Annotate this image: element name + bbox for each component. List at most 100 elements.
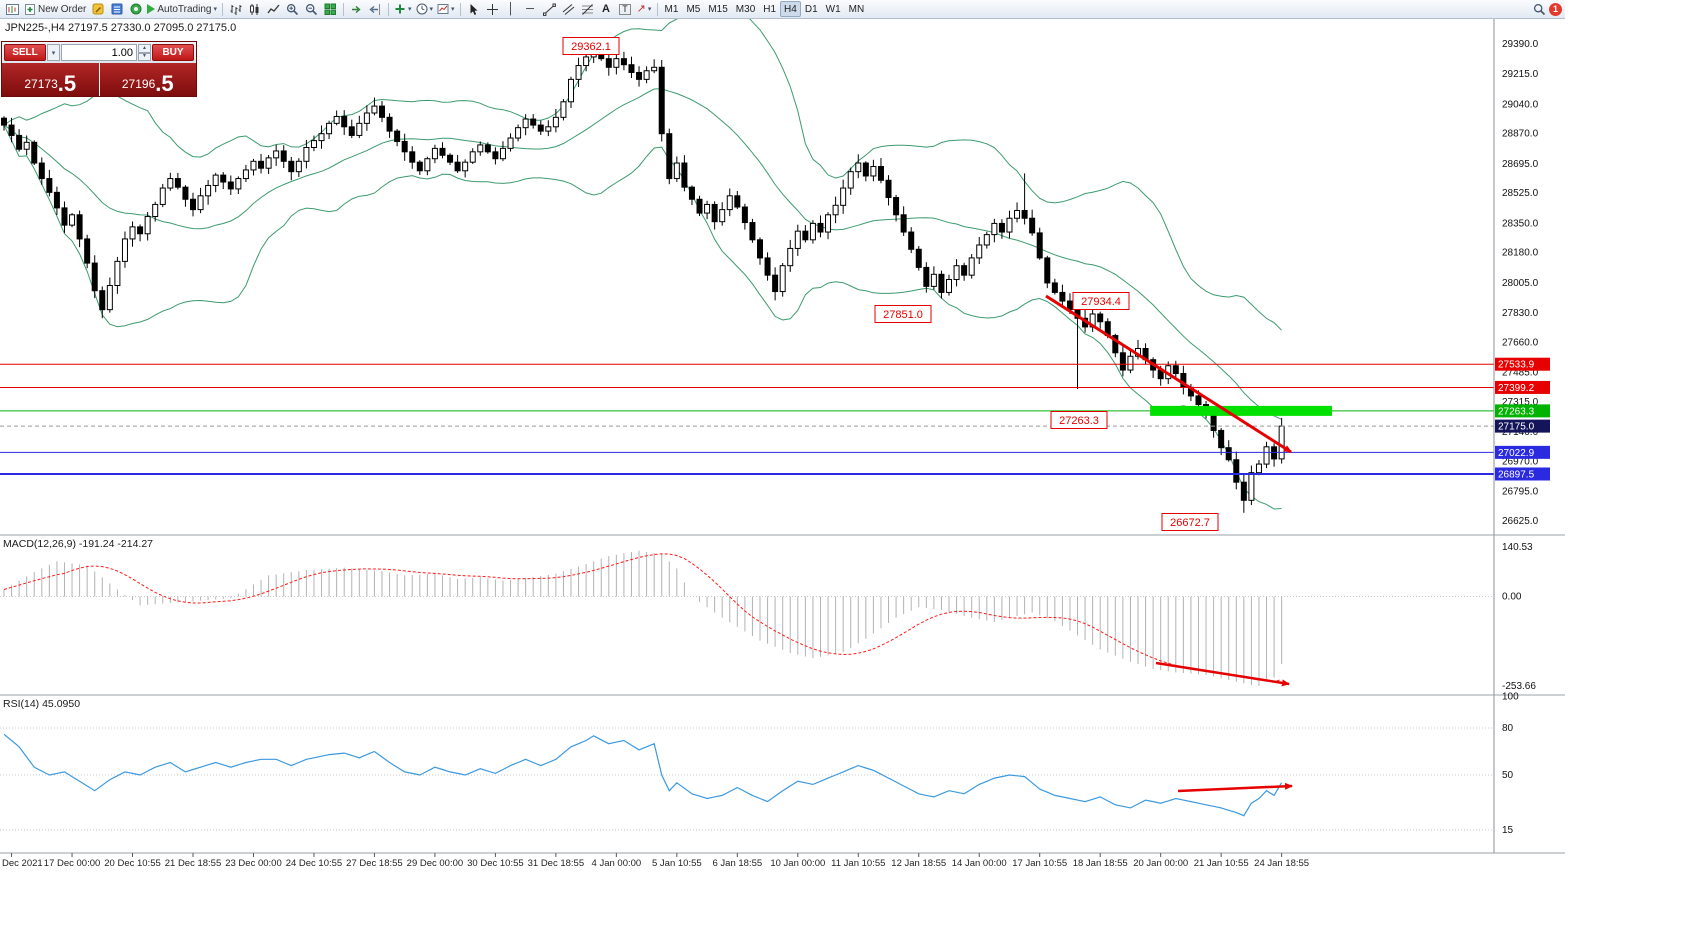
fibonacci-tool-icon[interactable] xyxy=(578,2,597,17)
timeframe-button-h1[interactable]: H1 xyxy=(763,3,777,15)
new-chart-icon[interactable] xyxy=(3,2,22,17)
timeframe-button-d1[interactable]: D1 xyxy=(804,3,818,15)
price-tag xyxy=(1495,357,1550,371)
svg-text:31 Dec 18:55: 31 Dec 18:55 xyxy=(528,858,585,869)
chart-area[interactable]: 29390.0 29215.0 29040.0 28870.0 28695.0 28525… xyxy=(0,0,1565,940)
svg-text:140.53: 140.53 xyxy=(1502,542,1533,553)
text-label-tool-icon[interactable]: T xyxy=(616,2,635,17)
buy-button[interactable]: BUY xyxy=(152,44,194,61)
svg-text:27140.0: 27140.0 xyxy=(1502,427,1539,438)
clock-icon xyxy=(416,3,427,15)
toolbar: New Order AutoTrading ▾ xyxy=(0,0,1565,19)
svg-text:17 Dec 00:00: 17 Dec 00:00 xyxy=(44,858,101,869)
svg-text:50: 50 xyxy=(1502,770,1514,781)
svg-text:29215.0: 29215.0 xyxy=(1502,69,1539,80)
channel-tool-icon[interactable] xyxy=(559,2,578,17)
svg-text:26970.0: 26970.0 xyxy=(1502,456,1539,467)
periods-button[interactable]: ▾ xyxy=(414,2,436,17)
price-callout-box xyxy=(1050,411,1108,429)
sell-price[interactable]: 27173.5 xyxy=(2,63,99,96)
svg-text:27660.0: 27660.0 xyxy=(1502,337,1539,348)
svg-text:18 Jan 18:55: 18 Jan 18:55 xyxy=(1073,858,1128,869)
timeframe-button-m15[interactable]: M15 xyxy=(708,3,728,15)
indicators-button[interactable]: ▾ xyxy=(392,2,414,17)
volume-decrease-button[interactable]: ▼ xyxy=(138,52,151,61)
alert-badge[interactable]: 1 xyxy=(1549,2,1562,16)
annotations-layer[interactable]: 29362.1 27851.0 27934.4 27263.3 26672.7 xyxy=(562,37,1293,793)
svg-text:24 Dec 10:55: 24 Dec 10:55 xyxy=(286,858,343,869)
one-click-trading-panel: SELL ▾ ▲ ▼ BUY 27173.5 27196.5 xyxy=(1,41,197,97)
terminal-window: New Order AutoTrading ▾ xyxy=(0,0,1565,940)
symbol-ohlc-header: JPN225-,H4 27197.5 27330.0 27095.0 27175… xyxy=(5,22,237,34)
svg-text:28180.0: 28180.0 xyxy=(1502,248,1539,259)
autotrading-button[interactable]: AutoTrading ▾ xyxy=(145,2,219,17)
arrows-tool-button[interactable]: ↗ ▾ xyxy=(635,2,654,17)
svg-text:21 Jan 10:55: 21 Jan 10:55 xyxy=(1194,858,1249,869)
svg-text:17 Jan 10:55: 17 Jan 10:55 xyxy=(1012,858,1067,869)
svg-text:27263.3: 27263.3 xyxy=(1498,406,1535,417)
svg-text:27485.0: 27485.0 xyxy=(1502,368,1539,379)
svg-text:26795.0: 26795.0 xyxy=(1502,487,1539,498)
price-tag xyxy=(1495,404,1550,418)
svg-text:0.00: 0.00 xyxy=(1502,592,1522,603)
cursor-icon[interactable] xyxy=(464,2,483,17)
sell-price-int: 27173 xyxy=(24,77,58,91)
volume-field[interactable] xyxy=(61,44,137,61)
zoom-out-icon[interactable] xyxy=(302,2,321,17)
auto-scroll-icon[interactable] xyxy=(347,2,366,17)
svg-text:27533.9: 27533.9 xyxy=(1498,360,1535,371)
svg-text:29040.0: 29040.0 xyxy=(1502,99,1539,110)
svg-text:28525.0: 28525.0 xyxy=(1502,188,1539,199)
tile-windows-icon[interactable] xyxy=(321,2,340,17)
timeframe-button-m1[interactable]: M1 xyxy=(664,3,679,15)
svg-text:27022.9: 27022.9 xyxy=(1498,448,1535,459)
candles-layer xyxy=(1,46,1285,513)
line-chart-icon[interactable] xyxy=(264,2,283,17)
svg-text:-253.66: -253.66 xyxy=(1502,681,1536,692)
price-panel xyxy=(0,0,1494,513)
horizontal-line-tool-icon[interactable]: ─ xyxy=(526,2,534,15)
price-lines-layer[interactable] xyxy=(0,363,1494,475)
candlestick-chart-icon[interactable] xyxy=(245,2,264,17)
timeframe-button-w1[interactable]: W1 xyxy=(825,3,841,15)
price-callout-box xyxy=(562,37,620,55)
trendline-tool-icon[interactable] xyxy=(540,2,559,17)
search-icon[interactable] xyxy=(1530,2,1549,17)
svg-text:24 Jan 18:55: 24 Jan 18:55 xyxy=(1254,858,1309,869)
bar-chart-icon[interactable] xyxy=(226,2,245,17)
price-callout-box xyxy=(874,305,932,323)
toolbar-separator xyxy=(387,2,389,16)
text-tool-icon[interactable]: A xyxy=(602,2,610,15)
sell-button[interactable]: SELL xyxy=(4,44,46,61)
vertical-line-tool-icon[interactable]: │ xyxy=(507,2,515,15)
zoom-in-icon[interactable] xyxy=(283,2,302,17)
market-watch-icon[interactable] xyxy=(107,2,126,17)
svg-text:28350.0: 28350.0 xyxy=(1502,218,1539,229)
buy-price[interactable]: 27196.5 xyxy=(99,63,196,97)
volume-increase-button[interactable]: ▲ xyxy=(138,44,151,53)
trend-arrow xyxy=(1177,782,1293,793)
svg-text:12 Jan 18:55: 12 Jan 18:55 xyxy=(891,858,946,869)
svg-text:28005.0: 28005.0 xyxy=(1502,278,1539,289)
toolbar-separator xyxy=(342,2,344,16)
svg-text:10 Jan 00:00: 10 Jan 00:00 xyxy=(770,858,825,869)
price-callout-box xyxy=(1072,292,1130,310)
autotrading-play-icon xyxy=(147,4,156,14)
timeframe-button-m5[interactable]: M5 xyxy=(686,3,701,15)
trend-arrow xyxy=(1045,294,1292,454)
rsi-line xyxy=(3,733,1283,817)
buy-price-frac: .5 xyxy=(155,71,174,97)
volume-dropdown-caret[interactable]: ▾ xyxy=(47,44,60,61)
timeframe-button-m30[interactable]: M30 xyxy=(735,3,756,15)
terminal-icon[interactable] xyxy=(126,2,145,17)
templates-button[interactable]: ▾ xyxy=(435,2,457,17)
svg-text:27175.0: 27175.0 xyxy=(1498,422,1535,433)
timeframe-button-h4[interactable]: H4 xyxy=(780,1,801,17)
crosshair-icon[interactable] xyxy=(483,2,502,17)
new-order-button[interactable]: New Order xyxy=(22,2,88,17)
timeframe-button-mn[interactable]: MN xyxy=(848,3,865,15)
support-zone-rect[interactable] xyxy=(1150,405,1332,416)
chart-shift-icon[interactable] xyxy=(366,2,385,17)
metaeditor-icon[interactable] xyxy=(88,2,107,17)
svg-text:29390.0: 29390.0 xyxy=(1502,39,1539,50)
